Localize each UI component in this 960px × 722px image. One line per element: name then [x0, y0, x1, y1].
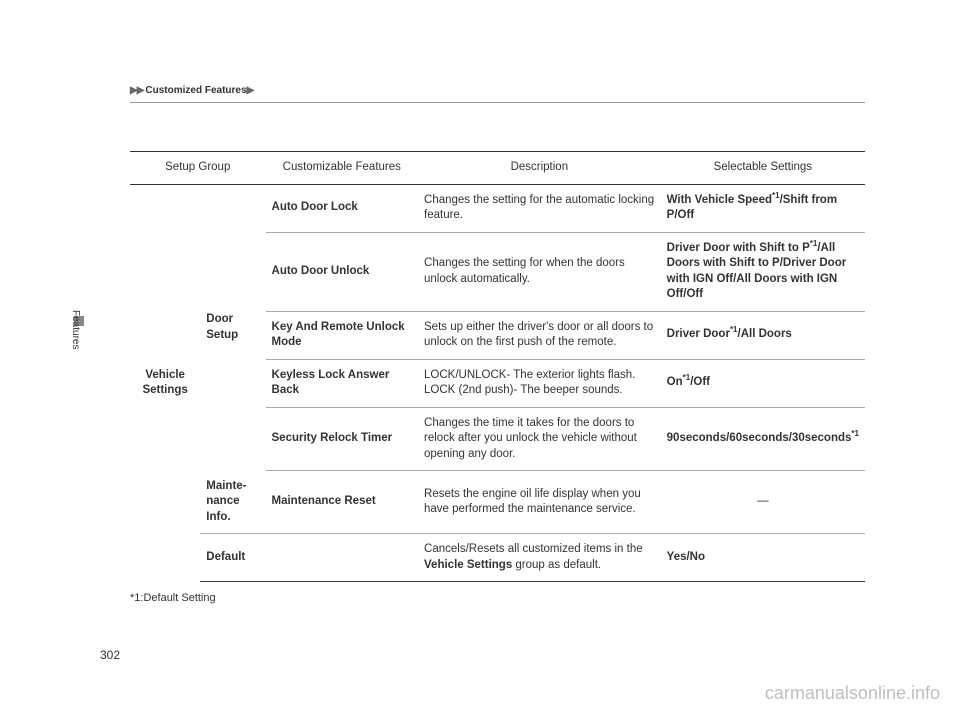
feature-desc: Changes the setting for the automatic lo…: [418, 184, 661, 232]
desc-text: group as default.: [512, 559, 601, 571]
sel-text: On: [667, 376, 683, 388]
feature-name: Maintenance Reset: [266, 471, 419, 534]
footnote-ref: *1: [851, 429, 859, 438]
feature-desc: LOCK/UNLOCK- The exterior lights flash. …: [418, 359, 661, 407]
sel-text: /All Doors: [738, 328, 792, 340]
feature-desc: Changes the setting for when the doors u…: [418, 232, 661, 311]
table-row: Vehicle Settings Door Setup Auto Door Lo…: [130, 184, 865, 232]
feature-selectable: On*1/Off: [661, 359, 865, 407]
feature-name: Keyless Lock Answer Back: [266, 359, 419, 407]
feature-selectable: —: [661, 471, 865, 534]
triangle-icon: ▶: [247, 85, 254, 96]
breadcrumb: ▶▶Customized Features▶: [130, 85, 865, 103]
triangle-icon: ▶▶: [130, 85, 143, 96]
feature-selectable: Driver Door*1/All Doors: [661, 311, 865, 359]
footnote-ref: *1: [730, 326, 738, 335]
sel-text: With Vehicle Speed: [667, 194, 772, 206]
table-row: Mainte-nance Info. Maintenance Reset Res…: [130, 471, 865, 534]
header-description: Description: [418, 152, 661, 185]
feature-name: [266, 534, 419, 582]
side-tab-label: Features: [70, 310, 81, 349]
sel-text: Driver Door with Shift to P: [667, 242, 810, 254]
page-content: ▶▶Customized Features▶ Setup Group Custo…: [0, 0, 960, 604]
feature-selectable: Yes/No: [661, 534, 865, 582]
breadcrumb-text: Customized Features: [145, 85, 246, 96]
feature-selectable: With Vehicle Speed*1/Shift from P/Off: [661, 184, 865, 232]
watermark: carmanualsonline.info: [765, 683, 940, 704]
sel-text: 90seconds/60seconds/30seconds: [667, 432, 852, 444]
feature-name: Security Relock Timer: [266, 407, 419, 471]
header-row: Setup Group Customizable Features Descri…: [130, 152, 865, 185]
feature-name: Auto Door Lock: [266, 184, 419, 232]
features-table: Setup Group Customizable Features Descri…: [130, 151, 865, 582]
table-row: Default Cancels/Resets all customized it…: [130, 534, 865, 582]
footnote: *1:Default Setting: [130, 592, 865, 604]
desc-bold: Vehicle Settings: [424, 559, 512, 571]
header-selectable: Selectable Settings: [661, 152, 865, 185]
feature-desc: Cancels/Resets all customized items in t…: [418, 534, 661, 582]
feature-selectable: 90seconds/60seconds/30seconds*1: [661, 407, 865, 471]
desc-text: Cancels/Resets all customized items in t…: [424, 543, 643, 555]
sel-text: Driver Door: [667, 328, 730, 340]
feature-name: Auto Door Unlock: [266, 232, 419, 311]
feature-desc: Changes the time it takes for the doors …: [418, 407, 661, 471]
group-vehicle-settings: Vehicle Settings: [130, 184, 200, 582]
feature-desc: Resets the engine oil life display when …: [418, 471, 661, 534]
feature-desc: Sets up either the driver's door or all …: [418, 311, 661, 359]
sel-text: /Off: [690, 376, 710, 388]
feature-selectable: Driver Door with Shift to P*1/All Doors …: [661, 232, 865, 311]
header-setup-group: Setup Group: [130, 152, 266, 185]
footnote-ref: *1: [772, 191, 780, 200]
subgroup-default: Default: [200, 534, 265, 582]
feature-name: Key And Remote Unlock Mode: [266, 311, 419, 359]
header-customizable: Customizable Features: [266, 152, 419, 185]
page-number: 302: [100, 648, 120, 662]
subgroup-maintenance: Mainte-nance Info.: [200, 471, 265, 534]
subgroup-door-setup: Door Setup: [200, 184, 265, 471]
